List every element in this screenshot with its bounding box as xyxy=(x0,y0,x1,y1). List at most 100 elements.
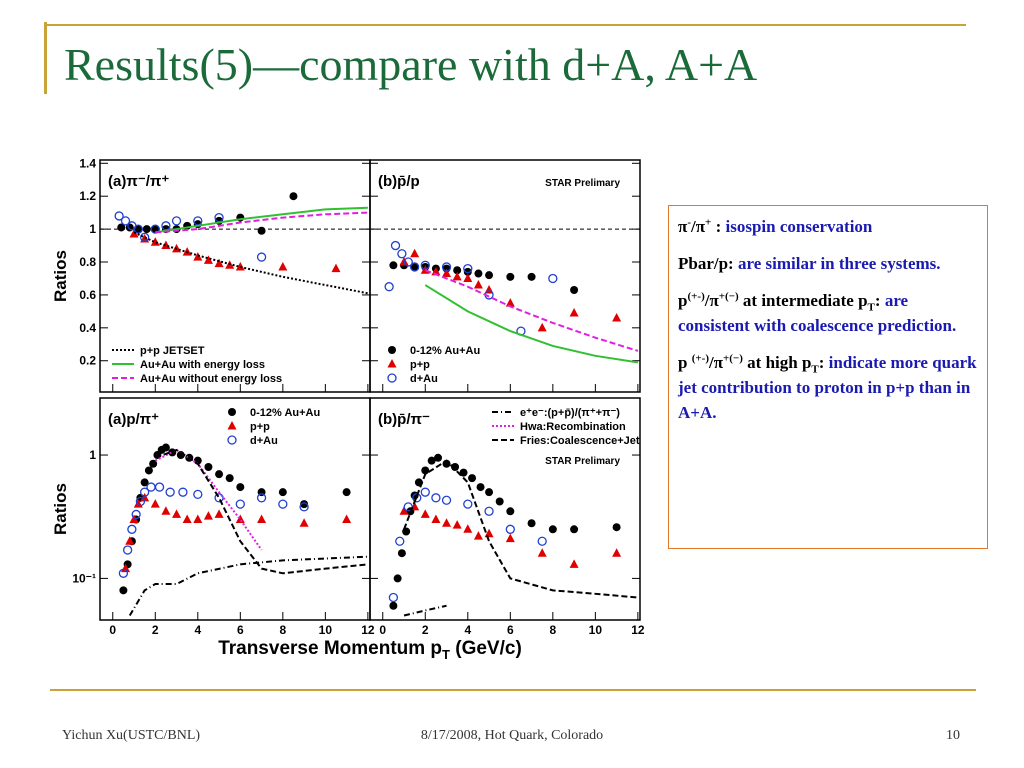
data-point xyxy=(257,226,266,235)
model-curve xyxy=(155,206,368,234)
text-run: at intermediate p xyxy=(738,291,868,310)
paragraph: π-/π+ : isospin conservation xyxy=(678,214,978,239)
text-run: Pbar/p: xyxy=(678,254,738,273)
x-tick-label: 10 xyxy=(589,623,603,637)
data-point xyxy=(278,488,287,497)
data-point xyxy=(473,531,483,540)
text-run: are consistent with coalescence predicti… xyxy=(678,291,957,335)
data-point xyxy=(182,514,192,524)
data-point xyxy=(569,559,579,568)
data-point xyxy=(342,514,352,524)
y-axis-label: Ratios xyxy=(51,483,70,535)
text-run: +(−) xyxy=(718,290,739,303)
data-point xyxy=(388,592,399,603)
data-point xyxy=(235,261,245,271)
text-run: p xyxy=(678,353,692,372)
data-point xyxy=(431,266,441,276)
data-point xyxy=(484,528,494,538)
data-point xyxy=(114,211,124,221)
legend-label: p+p JETSET xyxy=(140,345,205,357)
panel-frame xyxy=(99,159,371,393)
data-point xyxy=(119,586,128,595)
y-tick-label: 1 xyxy=(89,222,96,236)
data-point xyxy=(278,499,288,509)
data-point xyxy=(442,518,452,527)
data-point xyxy=(506,507,515,516)
data-point xyxy=(331,263,341,273)
paragraph: Pbar/p: are similar in three systems. xyxy=(678,251,978,276)
data-point xyxy=(129,514,139,524)
data-point xyxy=(214,493,224,503)
data-point xyxy=(122,545,133,555)
data-point xyxy=(420,260,430,270)
data-point xyxy=(395,536,405,546)
data-point xyxy=(409,262,420,272)
data-point xyxy=(548,525,557,534)
x-tick-label: 6 xyxy=(507,623,514,637)
data-point xyxy=(256,252,267,262)
y-tick-label: 0.2 xyxy=(79,354,96,368)
y-tick-label: 0.6 xyxy=(79,288,96,302)
text-run: +(−) xyxy=(723,352,743,365)
plot-area xyxy=(114,192,369,295)
text-run: (+-) xyxy=(687,290,705,303)
data-point xyxy=(441,262,452,272)
footer-page: 10 xyxy=(946,728,960,743)
data-point xyxy=(537,536,547,546)
text-run: /π xyxy=(708,353,724,372)
data-point xyxy=(505,533,515,543)
data-point xyxy=(463,524,473,533)
data-point xyxy=(485,271,494,280)
data-point xyxy=(342,488,351,497)
data-point xyxy=(300,500,309,509)
footer-author: Yichun Xu(USTC/BNL) xyxy=(62,728,201,743)
plot-area xyxy=(384,240,639,383)
data-point xyxy=(214,258,224,268)
legend-label: p+p xyxy=(410,359,430,371)
data-point xyxy=(120,216,131,226)
accent-line xyxy=(44,24,966,26)
data-point xyxy=(146,482,156,492)
slide-title: Results(5)—compare with d+A, A+A xyxy=(64,39,758,90)
data-point xyxy=(505,524,515,534)
data-point xyxy=(403,257,413,267)
data-point xyxy=(505,298,515,307)
x-tick-label: 2 xyxy=(152,623,159,637)
y-axis-label: Ratios xyxy=(51,250,70,302)
legend-label: Fries:Coalescence+Jet xyxy=(520,435,640,447)
x-tick-label: 2 xyxy=(422,623,429,637)
x-tick-label: 0 xyxy=(379,623,386,637)
text-run: isospin conservation xyxy=(725,217,873,236)
legend-label: Au+Au with energy loss xyxy=(140,359,265,371)
data-point xyxy=(161,443,170,452)
text-run: (+-) xyxy=(691,352,709,365)
data-point xyxy=(257,514,267,524)
data-point xyxy=(140,492,150,502)
panel-frame xyxy=(99,397,371,621)
text-box: π-/π+ : isospin conservation Pbar/p: are … xyxy=(668,205,988,549)
footer-date: 8/17/2008, Hot Quark, Colorado xyxy=(420,728,604,743)
text-run: T xyxy=(867,301,875,314)
x-tick-label: 6 xyxy=(237,623,244,637)
legend-label: 0-12% Au+Au xyxy=(410,345,480,357)
annotation: STAR Prelimary xyxy=(545,456,620,467)
data-point xyxy=(193,514,203,524)
data-point xyxy=(142,225,151,234)
text-run: /π xyxy=(704,291,719,310)
legend-swatch xyxy=(387,359,397,368)
legend-swatch xyxy=(228,408,236,416)
data-point xyxy=(299,518,309,527)
data-point xyxy=(389,261,398,270)
text-run: : xyxy=(711,217,726,236)
data-point xyxy=(421,466,430,475)
data-point xyxy=(484,506,494,516)
data-point xyxy=(214,509,224,518)
paragraph: p(+-)/π+(−) at intermediate pT: are cons… xyxy=(678,288,978,338)
data-point xyxy=(399,506,409,515)
data-point xyxy=(463,267,472,276)
data-point xyxy=(127,524,137,534)
y-tick-label: 10⁻¹ xyxy=(72,571,96,585)
data-point xyxy=(427,456,436,465)
data-point xyxy=(420,487,430,497)
text-run: - xyxy=(687,216,691,229)
